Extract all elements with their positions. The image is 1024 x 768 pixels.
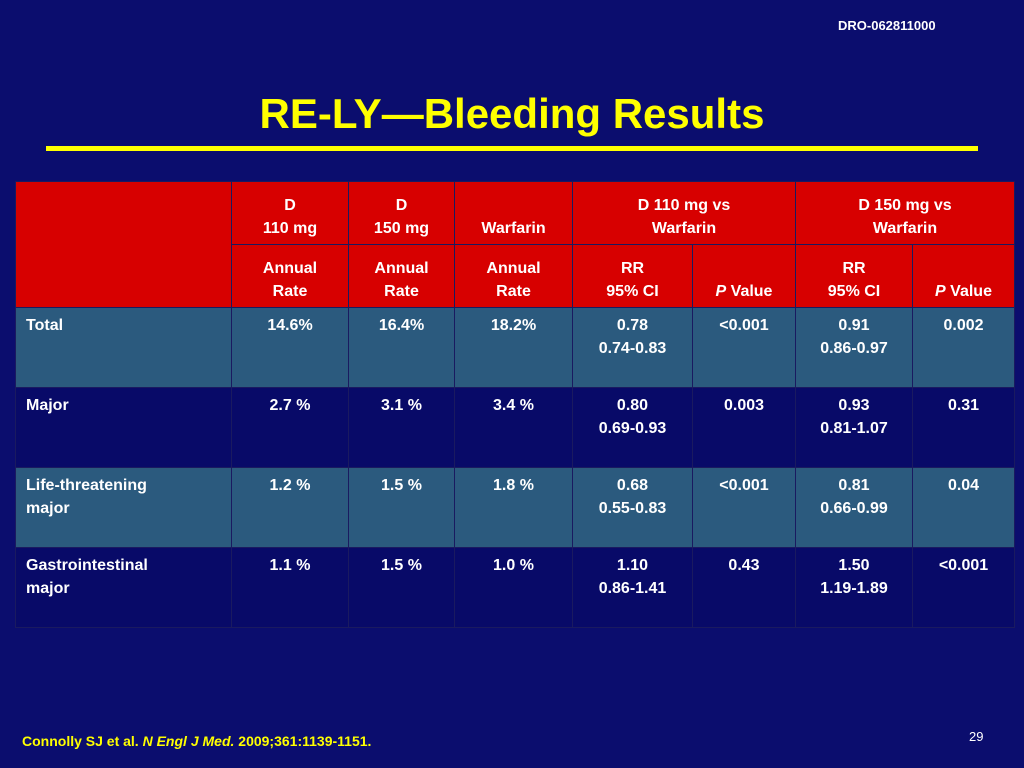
cell-d110-rate: 1.1 % (231, 547, 349, 628)
cell-p-150: 0.002 (911, 307, 1016, 388)
cell-p-110: <0.001 (692, 307, 796, 388)
header-annual-rate: Annual Rate (454, 244, 573, 308)
cell-p-150: <0.001 (911, 547, 1016, 628)
cell-p-110: 0.003 (692, 387, 796, 468)
table-row: Total 14.6% 16.4% 18.2% 0.78 0.74-0.83 <0… (15, 307, 1016, 388)
header-p-value: P Value (911, 244, 1016, 308)
cell-rr-ci-150: 0.81 0.66-0.99 (795, 467, 913, 548)
title-underline (46, 146, 978, 151)
cell-rr-ci-150: 0.93 0.81-1.07 (795, 387, 913, 468)
bleeding-results-table: D 110 mg D 150 mg Warfarin D 110 mg vs W… (15, 181, 1016, 628)
cell-d150-rate: 16.4% (348, 307, 455, 388)
cell-warfarin-rate: 18.2% (454, 307, 573, 388)
row-label: Gastrointestinal major (15, 547, 232, 628)
header-d110: D 110 mg (231, 181, 349, 245)
header-d150-vs-warfarin: D 150 mg vs Warfarin (794, 181, 1016, 245)
table-row: Gastrointestinal major 1.1 % 1.5 % 1.0 % … (15, 547, 1016, 628)
cell-p-110: 0.43 (692, 547, 796, 628)
row-label: Major (15, 387, 232, 468)
cell-rr-ci-110: 0.78 0.74-0.83 (572, 307, 693, 388)
cell-rr-ci-150: 1.50 1.19-1.89 (795, 547, 913, 628)
reference-footnote: Connolly SJ et al. N Engl J Med. 2009;36… (22, 733, 372, 749)
cell-d150-rate: 1.5 % (348, 547, 455, 628)
cell-rr-ci-110: 1.10 0.86-1.41 (572, 547, 693, 628)
cell-p-150: 0.31 (911, 387, 1016, 468)
header-annual-rate: Annual Rate (348, 244, 455, 308)
cell-p-150: 0.04 (911, 467, 1016, 548)
cell-d110-rate: 1.2 % (231, 467, 349, 548)
cell-rr-ci-150: 0.91 0.86-0.97 (795, 307, 913, 388)
cell-p-110: <0.001 (692, 467, 796, 548)
header-p-value: P Value (692, 244, 796, 308)
cell-d110-rate: 14.6% (231, 307, 349, 388)
header-annual-rate: Annual Rate (231, 244, 349, 308)
header-rr-ci: RR 95% CI (795, 244, 913, 308)
cell-d150-rate: 3.1 % (348, 387, 455, 468)
document-id: DRO-062811000 (838, 18, 936, 33)
cell-warfarin-rate: 1.0 % (454, 547, 573, 628)
header-row-measures: Annual Rate Annual Rate Annual Rate RR 9… (16, 244, 1016, 308)
cell-rr-ci-110: 0.68 0.55-0.83 (572, 467, 693, 548)
header-rr-ci: RR 95% CI (572, 244, 693, 308)
slide-title: RE-LY—Bleeding Results (259, 90, 765, 137)
table-row: Major 2.7 % 3.1 % 3.4 % 0.80 0.69-0.93 0.… (15, 387, 1016, 468)
cell-d150-rate: 1.5 % (348, 467, 455, 548)
cell-d110-rate: 2.7 % (231, 387, 349, 468)
table-row: Life-threatening major 1.2 % 1.5 % 1.8 % … (15, 467, 1016, 548)
page-number: 29 (969, 729, 984, 744)
cell-warfarin-rate: 3.4 % (454, 387, 573, 468)
header-corner-cell (15, 181, 232, 308)
header-warfarin: Warfarin (454, 181, 573, 245)
row-label: Life-threatening major (15, 467, 232, 548)
header-d150: D 150 mg (348, 181, 455, 245)
header-row-groups: D 110 mg D 150 mg Warfarin D 110 mg vs W… (15, 181, 1016, 308)
row-label: Total (15, 307, 232, 388)
cell-warfarin-rate: 1.8 % (454, 467, 573, 548)
cell-rr-ci-110: 0.80 0.69-0.93 (572, 387, 693, 468)
header-d110-vs-warfarin: D 110 mg vs Warfarin (572, 181, 796, 245)
